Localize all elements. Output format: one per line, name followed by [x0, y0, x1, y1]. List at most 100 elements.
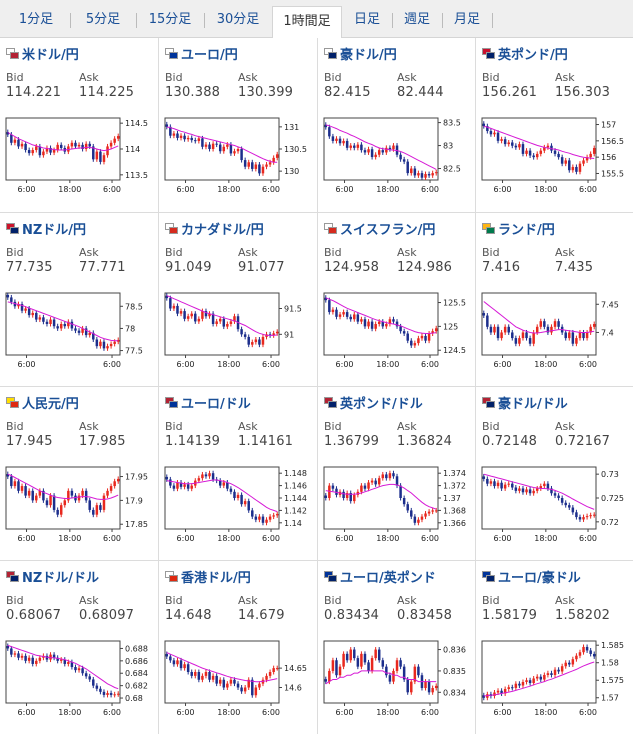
pair-link[interactable]: 英ポンド/ドル: [324, 393, 423, 412]
candle-body: [493, 132, 496, 135]
currency-flag-icon: [165, 222, 178, 234]
bid-value: 91.049: [165, 260, 212, 275]
candle-body: [268, 672, 272, 676]
pair-link[interactable]: ユーロ/英ポンド: [324, 567, 436, 586]
pair-link[interactable]: ランド/円: [482, 219, 555, 238]
candle-body: [370, 321, 374, 329]
bid-label: Bid: [482, 594, 500, 607]
x-tick-label: 6:00: [336, 185, 354, 194]
tab-monthly[interactable]: 月足: [453, 12, 480, 27]
candle-body: [59, 505, 63, 515]
y-tick-label: 0.73: [601, 470, 619, 479]
candle-body: [229, 679, 233, 684]
pair-link[interactable]: スイスフラン/円: [324, 219, 435, 238]
bid-label: Bid: [324, 594, 342, 607]
pair-link[interactable]: ユーロ/豪ドル: [482, 567, 581, 586]
candle-body: [335, 488, 338, 495]
price-chart[interactable]: 0.73 0.725 0.72 6:00 18:00 6:00: [480, 465, 630, 547]
bid-label: Bid: [324, 246, 342, 259]
pair-name: ユーロ/豪ドル: [498, 570, 581, 586]
candle-body: [353, 494, 356, 502]
candle-body: [63, 500, 67, 506]
price-chart[interactable]: 1.585 1.58 1.575 1.57 6:00 18:00 6:00: [480, 639, 630, 721]
tab-15min[interactable]: 15分足: [148, 12, 192, 27]
y-tick-label: 1.372: [443, 482, 466, 491]
currency-flag-icon: [324, 570, 337, 582]
pair-link[interactable]: NZドル/円: [6, 219, 86, 238]
bid-value: 0.72148: [482, 434, 538, 449]
x-tick-label: 6:00: [421, 534, 439, 543]
rate-panel: ランド/円 Bid Ask 7.416 7.435 7.45 7.4 6:00 18:…: [476, 213, 633, 387]
candle-body: [211, 473, 215, 480]
candle-body: [275, 331, 279, 334]
price-chart[interactable]: 125.5 125 124.5 6:00 18:00 6:00: [322, 291, 472, 373]
ask-value: 91.077: [238, 260, 285, 275]
candle-body: [546, 326, 550, 333]
y-tick-label: 0.68: [125, 694, 143, 703]
price-chart[interactable]: 83.5 83 82.5 6:00 18:00 6:00: [322, 116, 472, 198]
rate-panel: 英ポンド/円 Bid Ask 156.261 156.303 157 156.5 1…: [476, 38, 633, 212]
price-chart[interactable]: 91.5 91 6:00 18:00 6:00: [163, 291, 313, 373]
currency-flag-icon: [482, 570, 495, 582]
price-chart[interactable]: 0.836 0.835 0.834 6:00 18:00 6:00: [322, 639, 472, 721]
candle-body: [427, 681, 431, 693]
candle-body: [431, 173, 434, 176]
y-tick-label: 1.148: [284, 469, 307, 478]
price-chart[interactable]: 78.5 78 77.5 6:00 6:00: [4, 291, 154, 373]
candle-body: [589, 326, 592, 333]
pair-link[interactable]: 豪ドル/円: [324, 44, 397, 63]
price-chart[interactable]: 7.45 7.4 6:00 18:00 6:00: [480, 291, 630, 373]
x-tick-label: 6:00: [494, 708, 512, 717]
price-chart[interactable]: 114.5 114 113.5 6:00 18:00 6:00: [4, 116, 154, 198]
price-chart[interactable]: 1.148 1.146 1.144 1.142 1.14 6:00 18:00 6:00: [163, 465, 313, 547]
candle-body: [81, 668, 84, 674]
candle-body: [535, 488, 539, 491]
tab-5min[interactable]: 5分足: [85, 12, 121, 27]
candle-body: [38, 317, 42, 320]
candle-body: [427, 174, 431, 176]
candle-body: [251, 679, 254, 696]
ask-label: Ask: [238, 71, 258, 84]
price-chart[interactable]: 157 156.5 156 155.5 6:00 18:00 6:00: [480, 116, 630, 198]
pair-link[interactable]: カナダドル/円: [165, 219, 264, 238]
pair-link[interactable]: 米ドル/円: [6, 44, 79, 63]
candle-body: [10, 297, 13, 302]
pair-link[interactable]: 英ポンド/円: [482, 44, 568, 63]
candle-body: [197, 138, 201, 142]
pair-link[interactable]: 人民元/円: [6, 393, 79, 412]
candle-body: [539, 486, 543, 489]
pair-link[interactable]: 豪ドル/ドル: [482, 393, 568, 412]
candle-body: [328, 485, 331, 498]
tab-daily[interactable]: 日足: [353, 12, 380, 27]
ask-value: 7.435: [555, 260, 594, 275]
candle-body: [179, 311, 183, 314]
candle-body: [356, 144, 360, 148]
candle-body: [503, 139, 507, 145]
candle-body: [528, 680, 532, 684]
y-tick-label: 14.6: [284, 684, 302, 693]
pair-link[interactable]: 香港ドル/円: [165, 567, 251, 586]
price-chart[interactable]: 131 130.5 130 6:00 18:00 6:00: [163, 116, 313, 198]
candle-body: [496, 690, 500, 693]
candle-body: [553, 321, 557, 327]
tab-30min[interactable]: 30分足: [216, 12, 260, 27]
plot-frame: [323, 292, 439, 356]
pair-link[interactable]: NZドル/ドル: [6, 567, 99, 586]
pair-link[interactable]: ユーロ/ドル: [165, 393, 251, 412]
price-chart[interactable]: 14.65 14.6 6:00 18:00 6:00: [163, 639, 313, 721]
price-chart[interactable]: 17.95 17.9 17.85 6:00 18:00 6:00: [4, 465, 154, 547]
price-chart[interactable]: 0.688 0.686 0.684 0.682 0.68 6:00 18:00 6:00: [4, 639, 154, 721]
price-chart[interactable]: 1.374 1.372 1.37 1.368 1.366 6:00 18:00 6:00: [322, 465, 472, 547]
tab-separator: [70, 13, 71, 28]
candle-body: [543, 674, 546, 680]
candle-body: [113, 481, 116, 487]
tab-1min[interactable]: 1分足: [18, 12, 54, 27]
tab-weekly[interactable]: 週足: [403, 12, 430, 27]
candle-body: [500, 332, 503, 339]
candle-body: [381, 321, 385, 327]
candle-body: [70, 662, 74, 668]
ask-value: 130.399: [238, 85, 294, 100]
pair-name: 豪ドル/ドル: [498, 396, 568, 412]
tab-1hour[interactable]: 1時間足: [272, 6, 342, 38]
pair-link[interactable]: ユーロ/円: [165, 44, 238, 63]
